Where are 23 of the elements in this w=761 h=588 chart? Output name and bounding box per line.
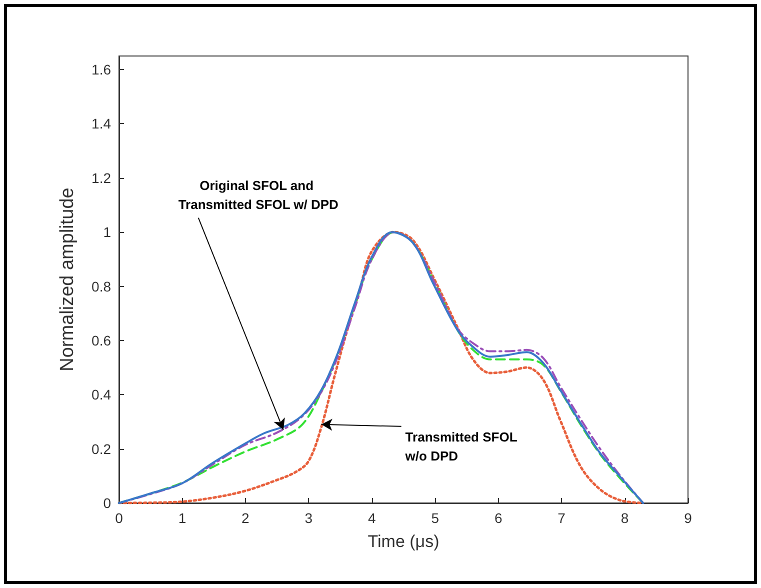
y-tick-label: 1.6	[92, 62, 112, 78]
x-tick-label: 4	[368, 510, 376, 526]
y-tick-label: 0.6	[92, 332, 112, 348]
y-tick-label: 0.4	[92, 386, 112, 403]
y-axis-title: Normalized amplitude	[57, 188, 78, 372]
y-tick-label: 0.8	[92, 278, 112, 294]
x-tick-label: 1	[178, 510, 186, 526]
x-tick-label: 5	[431, 510, 440, 526]
x-tick-label: 7	[558, 510, 566, 526]
x-tick-label: 6	[494, 510, 502, 526]
x-tick-label: 3	[304, 510, 313, 526]
annotation: Transmitted SFOL w/o DPD	[404, 429, 521, 464]
y-tick-label: 0	[103, 495, 112, 511]
y-tick-label: 1.4	[92, 116, 112, 132]
x-tick-label: 9	[684, 510, 692, 526]
y-tick-label: 1.2	[92, 170, 112, 186]
annotation: Original SFOL and Transmitted SFOL w/ DPD	[178, 178, 338, 212]
x-axis-title: Time (μs)	[368, 532, 440, 551]
x-tick-label: 2	[242, 510, 250, 526]
y-tick-label: 0.2	[92, 440, 112, 457]
x-tick-label: 8	[620, 510, 629, 526]
x-tick-label: 0	[115, 510, 124, 526]
y-tick-label: 1	[103, 224, 112, 240]
